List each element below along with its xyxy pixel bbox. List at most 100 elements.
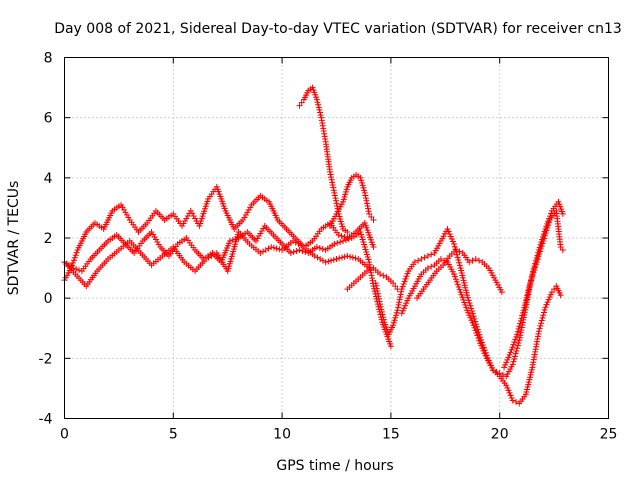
data-point [471, 315, 478, 322]
data-point [511, 353, 518, 360]
data-point [326, 168, 333, 175]
data-point [424, 265, 431, 272]
data-point [545, 222, 552, 229]
data-point [398, 310, 405, 317]
data-point [512, 350, 519, 357]
data-point [535, 253, 542, 260]
chart-title: Day 008 of 2021, Sidereal Day-to-day VTE… [54, 21, 622, 37]
data-point [457, 289, 464, 296]
data-point [464, 294, 471, 301]
data-point [547, 291, 554, 298]
data-point [514, 331, 521, 338]
data-point [340, 238, 347, 245]
axis-ticks [64, 57, 609, 419]
data-point [539, 240, 546, 247]
data-point [509, 344, 516, 351]
data-point [456, 259, 463, 266]
data-point [338, 220, 345, 227]
data-point [456, 248, 463, 255]
y-tick-label: -4 [39, 412, 53, 428]
data-point [378, 306, 385, 313]
data-point [331, 241, 338, 248]
data-point [344, 253, 351, 260]
data-point [365, 205, 372, 212]
x-tick-label: 25 [600, 427, 618, 443]
y-tick-label: 0 [44, 291, 53, 307]
data-point [532, 264, 539, 271]
data-point [340, 196, 347, 203]
data-point [400, 280, 407, 287]
data-point [343, 186, 350, 193]
data-point [392, 283, 399, 290]
data-point [363, 249, 370, 256]
data-point [314, 99, 321, 106]
data-point [270, 244, 277, 251]
data-point [313, 244, 320, 251]
data-point [361, 241, 368, 248]
data-point [509, 397, 516, 404]
data-point [493, 368, 500, 375]
data-point [364, 203, 371, 210]
data-point [330, 184, 337, 191]
data-point [510, 341, 517, 348]
data-point [380, 316, 387, 323]
data-point [499, 371, 506, 378]
data-point [377, 303, 384, 310]
data-point [374, 290, 381, 297]
data-point [341, 193, 348, 200]
data-point [317, 256, 324, 263]
x-tick-label: 0 [60, 427, 69, 443]
data-point [473, 329, 480, 336]
series-G [372, 225, 564, 407]
series-D [296, 84, 351, 235]
data-point [315, 104, 322, 111]
data-point [534, 256, 541, 263]
data-point [363, 251, 370, 258]
data-point [345, 236, 352, 243]
data-point [468, 305, 475, 312]
data-point [363, 200, 370, 207]
data-point [517, 329, 524, 336]
data-point [315, 101, 322, 108]
data-point [358, 231, 365, 238]
data-point [538, 243, 545, 250]
data-point [481, 350, 488, 357]
y-tick-label: 8 [44, 51, 53, 67]
data-point [510, 358, 517, 365]
data-point [375, 295, 382, 302]
data-point [541, 232, 548, 239]
data-point [461, 299, 468, 306]
data-point [334, 240, 341, 247]
data-point [316, 106, 323, 113]
data-point [363, 197, 370, 204]
data-point [548, 289, 555, 296]
data-point [342, 188, 349, 195]
data-point [380, 272, 387, 279]
data-point [123, 211, 130, 218]
data-point [467, 302, 474, 309]
data-point [394, 307, 401, 314]
data-point [537, 245, 544, 252]
data-point [528, 274, 535, 281]
data-point [531, 266, 538, 273]
data-point [154, 239, 161, 246]
data-point [396, 296, 403, 303]
data-point [125, 214, 132, 221]
data-point [380, 314, 387, 321]
x-tick-labels: 0 5 10 15 20 25 [60, 427, 617, 443]
data-point [501, 364, 508, 371]
data-point [399, 307, 406, 314]
data-point [189, 210, 196, 217]
data-point [341, 253, 348, 260]
data-point [374, 288, 381, 295]
data-point [365, 208, 372, 215]
data-point [513, 347, 520, 354]
data-point [545, 219, 552, 226]
data-point [328, 176, 335, 183]
data-point [365, 256, 372, 263]
data-point [257, 230, 264, 237]
data-point [507, 349, 514, 356]
data-point [515, 325, 522, 332]
data-point [260, 225, 267, 232]
data-point [337, 239, 344, 246]
